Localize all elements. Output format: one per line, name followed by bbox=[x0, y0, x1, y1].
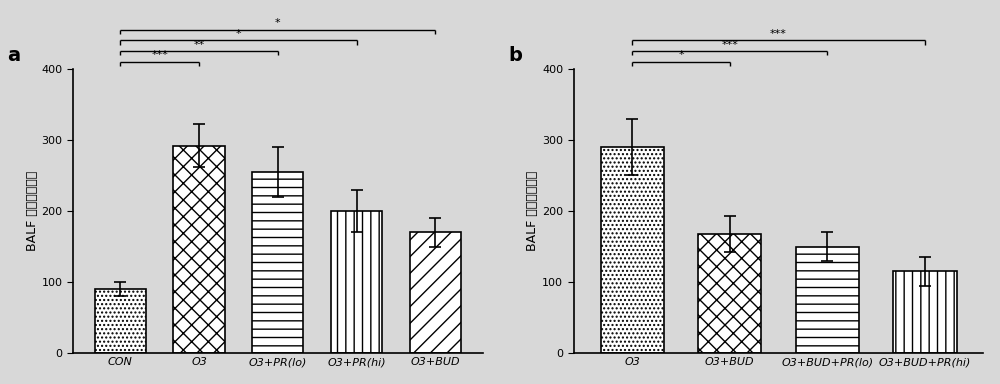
Bar bbox=[601, 147, 664, 353]
Text: a: a bbox=[7, 46, 21, 65]
Y-axis label: BALF 中总细胞数量: BALF 中总细胞数量 bbox=[26, 171, 39, 251]
Text: **: ** bbox=[193, 40, 205, 50]
Bar bbox=[331, 211, 382, 353]
Bar bbox=[796, 247, 859, 353]
Bar bbox=[410, 232, 461, 353]
Text: ***: *** bbox=[151, 50, 168, 60]
Text: ***: *** bbox=[721, 40, 738, 50]
Bar bbox=[698, 234, 761, 353]
Bar bbox=[252, 172, 303, 353]
Text: *: * bbox=[236, 29, 241, 39]
Text: *: * bbox=[275, 18, 281, 28]
Bar bbox=[95, 289, 146, 353]
Bar bbox=[173, 146, 225, 353]
Text: ***: *** bbox=[770, 29, 787, 39]
Bar bbox=[893, 271, 957, 353]
Y-axis label: BALF 中总细胞数量: BALF 中总细胞数量 bbox=[526, 171, 539, 251]
Text: *: * bbox=[678, 50, 684, 60]
Text: b: b bbox=[508, 46, 522, 65]
